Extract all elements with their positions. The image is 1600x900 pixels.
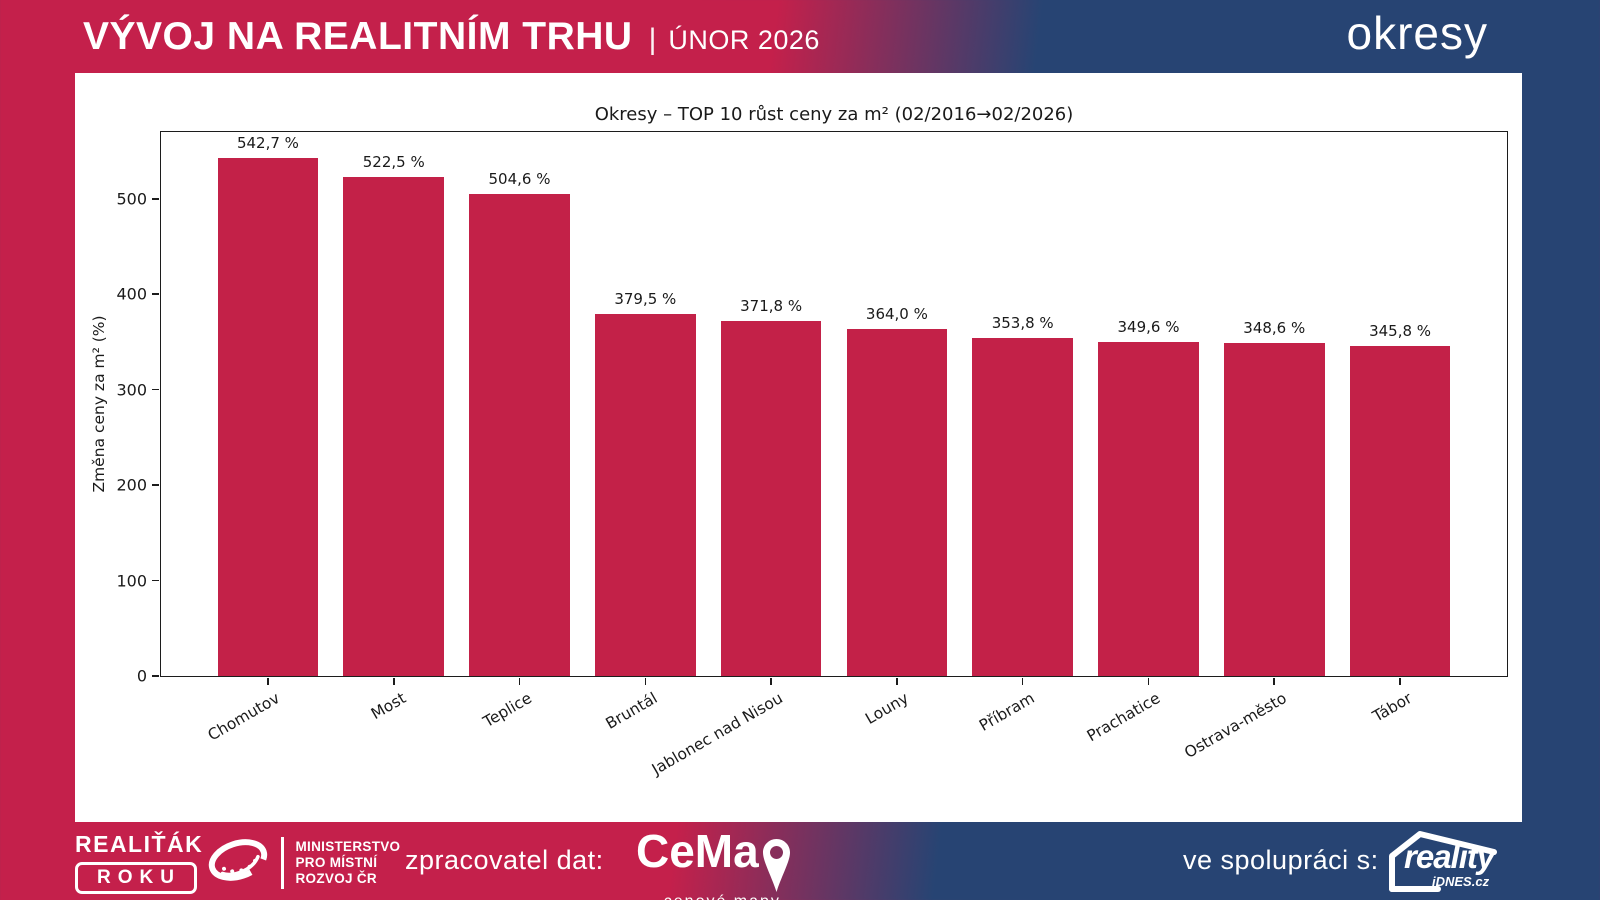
x-tick-label: Tábor — [1369, 689, 1416, 726]
bar — [1223, 343, 1325, 676]
y-tick-mark — [152, 579, 159, 582]
y-tick-label: 0 — [136, 666, 147, 686]
bar-value-label: 364,0 % — [865, 304, 928, 323]
partner-label: ve spolupráci s: — [1183, 845, 1379, 875]
bar-value-label: 345,8 % — [1369, 321, 1432, 340]
map-pin-icon — [762, 838, 791, 899]
x-tick-label: Bruntál — [602, 689, 661, 733]
page-title: VÝVOJ NA REALITNÍM TRHU — [83, 15, 633, 58]
mmr-name: MINISTERSTVO PRO MÍSTNÍ ROZVOJ ČR — [295, 838, 401, 886]
y-tick-label: 100 — [116, 571, 147, 591]
y-tick-label: 500 — [116, 189, 147, 209]
x-tick-mark — [392, 677, 395, 685]
reality-wordmark: reality — [1404, 838, 1495, 875]
x-tick-label: Jablonec nad Nisou — [649, 689, 787, 779]
bar-value-label: 504,6 % — [488, 170, 551, 189]
y-tick-mark — [152, 198, 159, 200]
x-tick-mark — [896, 677, 898, 685]
realitak-title: REALIŤÁK — [75, 831, 204, 857]
bar-value-label: 349,6 % — [1117, 318, 1180, 337]
bar-value-label: 353,8 % — [991, 314, 1054, 333]
header: VÝVOJ NA REALITNÍM TRHU | ÚNOR 2026 okre… — [0, 0, 1600, 73]
bar — [343, 177, 445, 676]
reality-idnes-sub: iDNES.cz — [1432, 874, 1490, 889]
realitak-roku-logo: REALIŤÁK ROKU — [75, 831, 204, 894]
x-tick-mark — [1021, 677, 1024, 685]
header-region-label: okresy — [1346, 7, 1488, 59]
y-tick-mark — [152, 293, 159, 296]
x-tick-mark — [267, 677, 269, 685]
x-tick-label: Chomutov — [204, 689, 283, 745]
x-tick-label: Most — [367, 689, 409, 724]
plot-area: 0 100 200 300 400 500 542,7 % Chomutov 522,5 % Mo… — [116, 131, 1508, 779]
cemap-tagline: cenové mapy — [654, 893, 791, 900]
x-tick-mark — [1273, 677, 1276, 685]
bar — [972, 338, 1073, 676]
x-tick-mark — [1399, 677, 1401, 685]
x-tick-label: Louny — [862, 689, 912, 728]
y-tick-mark — [152, 675, 159, 677]
cemap-logo: CeMa cenové mapy — [636, 826, 791, 900]
bar — [469, 194, 570, 676]
title-separator: | — [648, 23, 657, 56]
y-tick-label: 200 — [116, 475, 147, 495]
bar-value-label: 371,8 % — [740, 297, 803, 316]
bar — [217, 158, 319, 676]
y-tick-label: 300 — [116, 380, 147, 400]
y-tick-mark — [152, 388, 159, 391]
x-tick-label: Ostrava-město — [1180, 689, 1290, 762]
bar — [720, 321, 822, 676]
bar-value-label: 542,7 % — [236, 134, 299, 153]
bar-value-label: 379,5 % — [614, 289, 677, 308]
x-tick-mark — [770, 677, 772, 685]
bar — [1098, 342, 1199, 676]
x-tick-mark — [644, 677, 647, 685]
data-provider-label: zpracovatel dat: — [405, 845, 604, 875]
chart-title: Okresy – TOP 10 růst ceny za m² (02/2016… — [594, 104, 1074, 125]
x-tick-label: Prachatice — [1084, 689, 1164, 746]
mmr-logo: MINISTERSTVO PRO MÍSTNÍ ROZVOJ ČR — [205, 828, 400, 897]
y-tick-mark — [152, 484, 159, 486]
x-tick-mark — [1147, 677, 1150, 685]
x-tick-label: Teplice — [479, 689, 535, 732]
bar — [1349, 345, 1451, 676]
mmr-divider — [281, 836, 284, 889]
cemap-wordmark: CeMa — [636, 825, 759, 877]
house-icon — [1382, 831, 1500, 900]
y-axis-label: Změna ceny za m² (%) — [90, 315, 108, 493]
x-tick-mark — [518, 677, 521, 685]
chart-card: Okresy – TOP 10 růst ceny za m² (02/2016… — [75, 73, 1522, 822]
mmr-swirl-icon — [205, 828, 271, 897]
bar-value-label: 348,6 % — [1243, 319, 1306, 338]
header-date: ÚNOR 2026 — [668, 25, 820, 55]
y-tick-label: 400 — [116, 284, 147, 304]
realitak-roku-badge: ROKU — [75, 862, 197, 894]
reality-idnes-logo: reality iDNES.cz — [1382, 826, 1500, 896]
x-tick-label: Příbram — [976, 689, 1038, 735]
bar-value-label: 522,5 % — [362, 153, 425, 172]
bar — [594, 313, 696, 676]
footer: REALIŤÁK ROKU MINISTERSTVO PRO MÍSTNÍ RO… — [0, 822, 1600, 900]
bar — [846, 328, 948, 676]
